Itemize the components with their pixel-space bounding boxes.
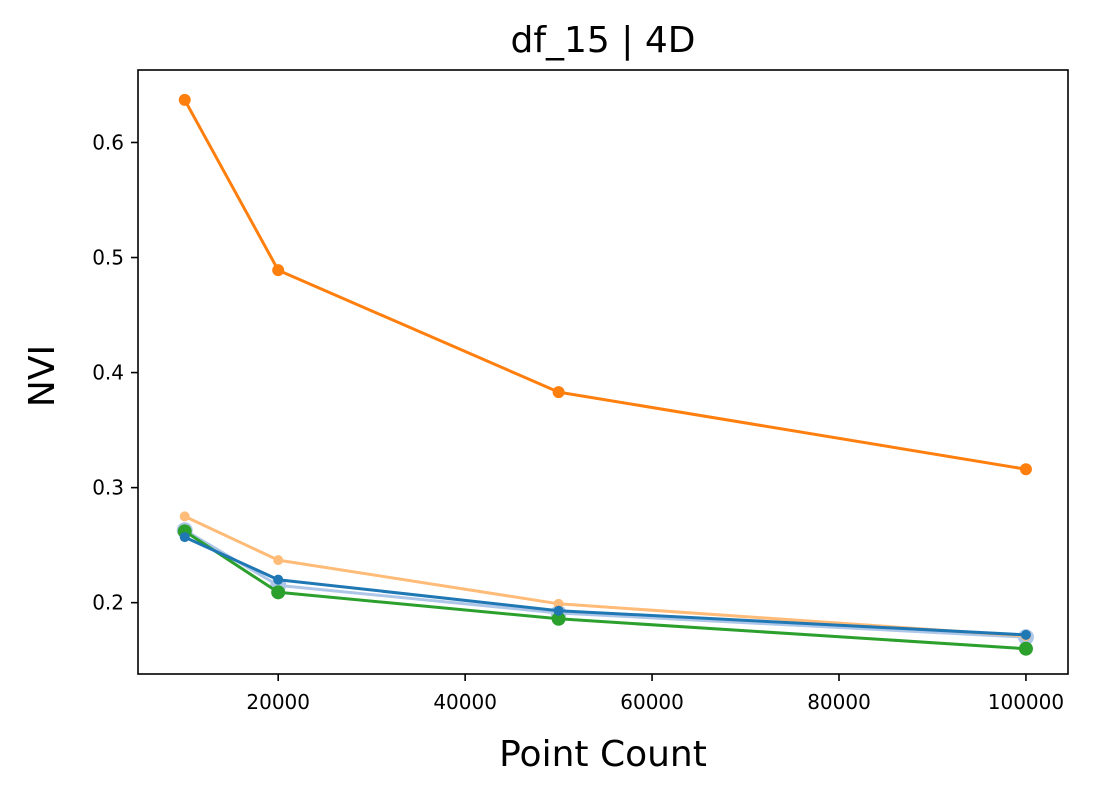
- data-point: [553, 605, 564, 616]
- data-point: [272, 264, 285, 277]
- series-line: [184, 515, 1027, 638]
- y-tick-label: 0.5: [92, 246, 124, 270]
- y-tick-label: 0.4: [92, 361, 124, 385]
- y-axis-label: NVI: [22, 345, 63, 407]
- y-tick-label: 0.3: [92, 476, 124, 500]
- x-tick-label: 60000: [620, 690, 684, 714]
- series-5: [178, 93, 1032, 476]
- data-point: [271, 585, 286, 600]
- plot-frame: [137, 69, 1069, 675]
- data-point: [551, 611, 566, 626]
- chart-title: df_15 | 4D: [511, 20, 696, 61]
- data-point: [179, 532, 190, 543]
- series-4: [179, 532, 1031, 640]
- series-line: [183, 99, 1027, 471]
- data-point: [179, 511, 190, 522]
- y-tick-label: 0.2: [92, 591, 124, 615]
- x-tick-label: 80000: [807, 690, 871, 714]
- series-2: [177, 524, 1033, 656]
- data-point: [1018, 641, 1033, 656]
- data-point: [273, 574, 284, 585]
- x-axis-label: Point Count: [499, 734, 707, 775]
- data-point: [273, 555, 284, 566]
- x-tick-label: 100000: [988, 690, 1064, 714]
- x-tick-label: 40000: [433, 690, 497, 714]
- data-point: [552, 386, 565, 399]
- x-tick-label: 20000: [246, 690, 310, 714]
- series-line: [184, 535, 1026, 637]
- data-point: [553, 598, 564, 609]
- series-line: [183, 530, 1026, 651]
- axis-ticks: 20000 40000 60000 80000 100000 0.2 0.3 0.4 0.5 0.…: [92, 130, 1064, 714]
- data-point: [1019, 463, 1032, 476]
- data-point: [1020, 629, 1031, 640]
- series-layer: [176, 93, 1034, 656]
- data-point: [178, 93, 191, 106]
- y-tick-label: 0.6: [92, 130, 124, 154]
